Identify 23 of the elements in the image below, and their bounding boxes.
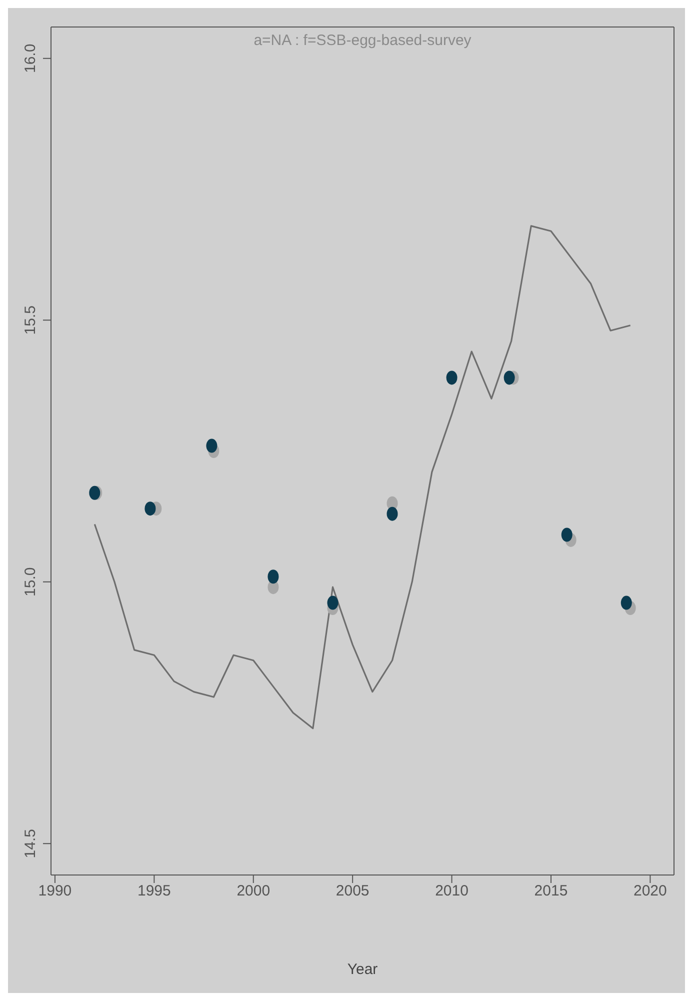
x-tick-label: 2000 xyxy=(236,882,270,900)
point xyxy=(504,370,515,385)
point xyxy=(268,570,279,584)
x-tick-label: 1990 xyxy=(38,882,72,900)
point xyxy=(446,370,458,385)
y-tick-label: 15.0 xyxy=(22,567,39,596)
point xyxy=(206,438,218,453)
point xyxy=(561,528,572,542)
point xyxy=(386,506,398,521)
x-tick-label: 2015 xyxy=(534,882,568,900)
x-axis-title: Year xyxy=(346,961,379,978)
point xyxy=(620,596,632,610)
line-series xyxy=(94,225,632,730)
y-tick-label: 14.5 xyxy=(22,828,39,858)
point xyxy=(327,596,338,610)
x-tick-label: 2010 xyxy=(435,882,468,900)
y-tick-label: 15.5 xyxy=(22,306,39,335)
x-tick-label: 2005 xyxy=(336,882,370,900)
x-tick-label: 1995 xyxy=(137,882,171,900)
y-tick-label: 16.0 xyxy=(22,44,39,74)
x-tick-label: 2020 xyxy=(634,882,667,900)
chart-title: a=NA : f=SSB-egg-based-survey xyxy=(252,32,472,49)
point xyxy=(144,502,156,516)
